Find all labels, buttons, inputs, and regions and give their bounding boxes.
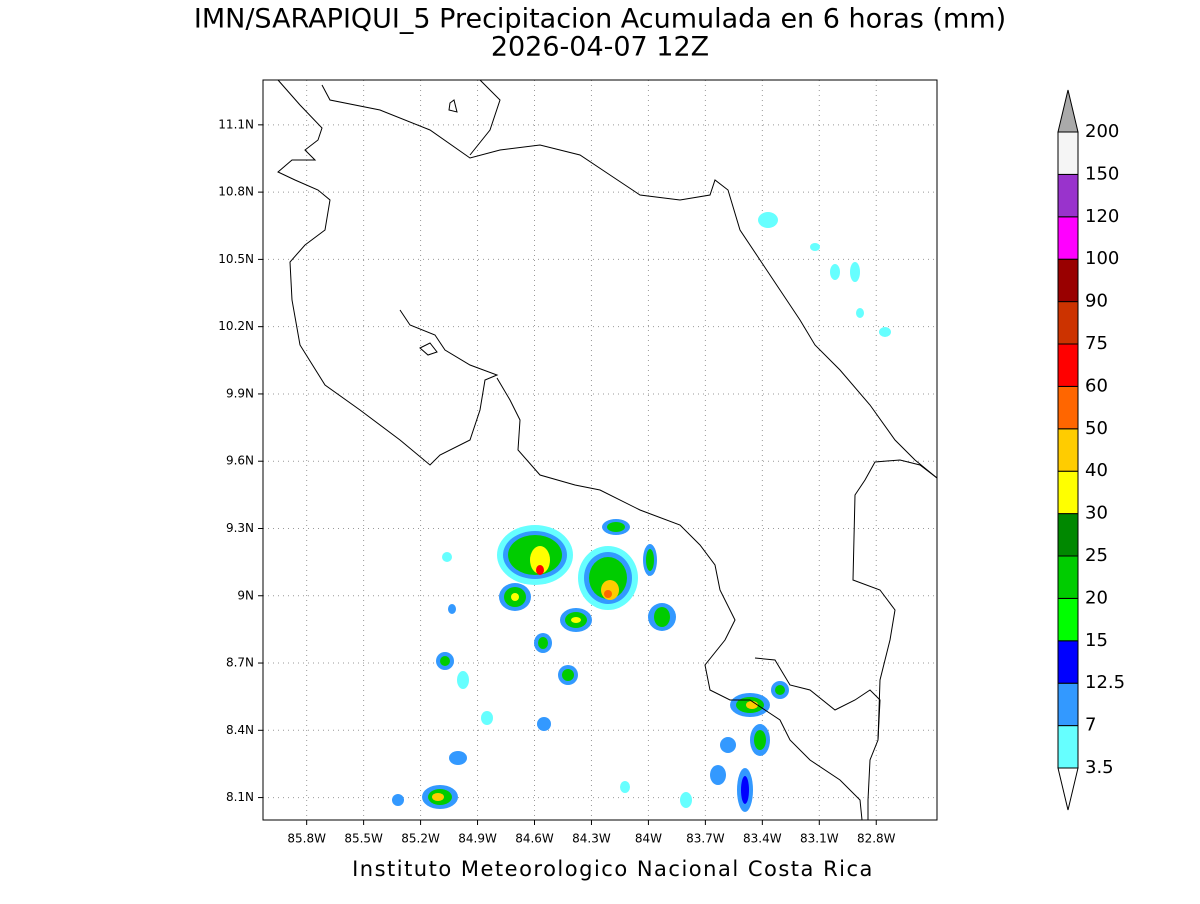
lon-tick-label: 83.4W (743, 832, 782, 846)
colorbar-label: 150 (1085, 163, 1119, 184)
colorbar-label: 25 (1085, 545, 1108, 566)
colorbar: 3.5 7 12.5 15 20 25 30 40 50 60 75 90 100 120 150 200 (1057, 89, 1125, 811)
colorbar-label: 15 (1085, 630, 1108, 651)
lat-tick-label: 9.3N (226, 521, 254, 535)
lat-tick-label: 8.4N (226, 723, 254, 737)
coastlines (277, 79, 938, 821)
lon-tick-label: 85.2W (401, 832, 440, 846)
lat-tick-label: 11.1N (218, 117, 254, 131)
lat-tick-label: 8.1N (226, 790, 254, 804)
colorbar-box (1057, 173, 1079, 218)
colorbar-label: 20 (1085, 587, 1108, 608)
colorbar-label: 7 (1085, 715, 1096, 736)
colorbar-box (1057, 258, 1079, 303)
lon-tick-label: 84.9W (458, 832, 497, 846)
colorbar-box (1057, 555, 1079, 599)
lat-tick-label: 8.7N (226, 656, 254, 670)
title: IMN/SARAPIQUI_5 Precipitacion Acumulada … (194, 4, 1006, 35)
colorbar-box (1057, 597, 1079, 642)
colorbar-box (1057, 470, 1079, 515)
colorbar-box (1057, 131, 1079, 175)
lat-tick-label: 10.8N (218, 185, 254, 199)
lon-tick-label: 85.8W (287, 832, 326, 846)
footer: Instituto Meteorologico Nacional Costa R… (352, 857, 874, 881)
colorbar-label: 120 (1085, 206, 1119, 227)
colorbar-box (1057, 513, 1079, 557)
colorbar-box (1057, 640, 1079, 684)
lon-tick-label: 83.1W (800, 832, 839, 846)
colorbar-box (1057, 216, 1079, 260)
lon-tick-label: 84.3W (572, 832, 611, 846)
lat-tick-label: 9.9N (226, 386, 254, 400)
colorbar-box (1057, 682, 1079, 727)
colorbar-label: 90 (1085, 291, 1108, 312)
colorbar-box (1057, 343, 1079, 387)
lat-tick-label: 10.5N (218, 252, 254, 266)
lat-tick-label: 9.6N (226, 454, 254, 468)
colorbar-label: 200 (1085, 121, 1119, 142)
colorbar-label: 3.5 (1085, 757, 1114, 778)
lat-tick-label: 9N (237, 588, 254, 602)
precipitation (392, 212, 891, 812)
colorbar-label: 30 (1085, 503, 1108, 524)
lon-tick-label: 84.6W (515, 832, 554, 846)
colorbar-label: 60 (1085, 375, 1108, 396)
colorbar-box (1057, 725, 1079, 769)
colorbar-label: 40 (1085, 460, 1108, 481)
lon-tick-label: 85.5W (344, 832, 383, 846)
subtitle: 2026-04-07 12Z (491, 32, 709, 63)
lon-tick-label: 83.7W (686, 832, 725, 846)
colorbar-label: 12.5 (1085, 672, 1125, 693)
colorbar-label: 50 (1085, 418, 1108, 439)
colorbar-box (1057, 428, 1079, 472)
lon-tick-label: 82.8W (857, 832, 896, 846)
colorbar-box (1057, 385, 1079, 430)
colorbar-under (1057, 767, 1079, 811)
lon-tick-label: 84W (635, 832, 662, 846)
colorbar-label: 100 (1085, 248, 1119, 269)
colorbar-label: 75 (1085, 333, 1108, 354)
map-frame (262, 79, 938, 821)
ticks: 85.8W 85.5W 85.2W 84.9W 84.6W 84.3W 84W 83.7W 83… (218, 117, 895, 845)
lat-tick-label: 10.2N (218, 319, 254, 333)
colorbar-box (1057, 301, 1079, 345)
colorbar-over (1057, 89, 1079, 133)
grid (263, 80, 937, 820)
